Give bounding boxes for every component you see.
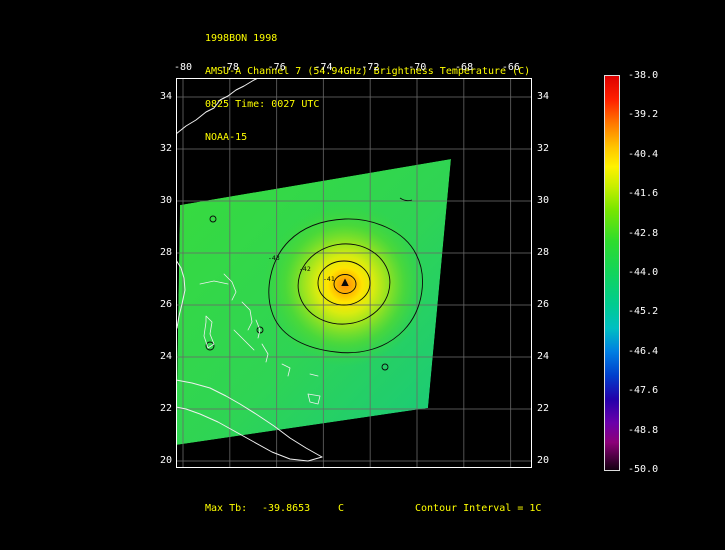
lon-tick-label: -70 xyxy=(408,62,427,73)
lat-tick-label: 26 xyxy=(159,299,172,310)
contour-label: -42 xyxy=(299,265,311,273)
colorbar-labels: -38.0 -39.2 -40.4 -41.6 -42.8 -44.0 -45.… xyxy=(628,70,658,476)
coastline-cuba-north xyxy=(176,379,323,458)
coastlines xyxy=(176,78,323,462)
lat-tick-label: 30 xyxy=(159,195,172,206)
max-tb-label: Max Tb: xyxy=(205,503,248,514)
lat-tick-label: 32 xyxy=(537,143,550,154)
lat-tick-label: 22 xyxy=(159,403,172,414)
colorbar-tick-label: -40.4 xyxy=(628,148,659,160)
colorbar-tick-label: -46.4 xyxy=(628,345,659,357)
lat-tick-label: 30 xyxy=(537,195,550,206)
lat-tick-label: 20 xyxy=(159,455,172,466)
longitude-axis-labels: -80 -78 -76 -74 -72 -70 -68 -66 xyxy=(168,62,526,73)
product-title: AMSU-A Channel 7 (54.94GHz) Brightness T… xyxy=(205,66,531,77)
lon-tick-label: -74 xyxy=(314,62,333,73)
colorbar-tick-label: -47.6 xyxy=(628,385,659,397)
lat-tick-label: 20 xyxy=(537,455,550,466)
max-tb-unit: C xyxy=(338,503,345,514)
lon-tick-label: -78 xyxy=(220,62,239,73)
coastline-florida xyxy=(176,259,186,329)
contour-lines xyxy=(205,197,423,371)
latitude-axis-labels-right: 34 32 30 28 26 24 22 20 xyxy=(537,91,563,467)
coastline-cuba-south xyxy=(176,406,323,462)
contour-label: -43 xyxy=(268,254,280,262)
contour-labels: -43 -42 -41 xyxy=(268,254,335,283)
lat-tick-label: 24 xyxy=(159,351,172,362)
lat-tick-label: 34 xyxy=(537,91,550,102)
colorbar-tick-label: -41.6 xyxy=(628,188,659,200)
coastline-bahamas xyxy=(199,273,321,405)
lon-tick-label: -76 xyxy=(267,62,286,73)
colorbar-tick-label: -48.8 xyxy=(628,424,659,436)
satellite-swath xyxy=(176,159,451,445)
colorbar-tick-label: -38.0 xyxy=(628,70,659,81)
lon-tick-label: -72 xyxy=(361,62,380,73)
colorbar-tick-label: -45.2 xyxy=(628,306,659,318)
colorbar-tick-label: -42.8 xyxy=(628,227,659,239)
lon-tick-label: -66 xyxy=(501,62,520,73)
max-tb-value: -39.8653 xyxy=(262,503,311,514)
contour-interval-label: Contour Interval = 1C xyxy=(415,503,542,514)
lon-tick-label: -80 xyxy=(173,62,193,73)
lat-tick-label: 28 xyxy=(159,247,172,258)
plot-frame xyxy=(176,78,532,468)
colorbar-gradient xyxy=(604,75,620,471)
lat-tick-label: 32 xyxy=(159,143,172,154)
colorbar-tick-label: -44.0 xyxy=(628,266,659,278)
storm-center-marker xyxy=(341,278,349,286)
contour-label: -41 xyxy=(323,275,335,283)
storm-id-label: 1998BON 1998 xyxy=(205,33,278,44)
warm-core-anomaly xyxy=(176,159,451,445)
lat-tick-label: 28 xyxy=(537,247,550,258)
colorbar-tick-label: -50.0 xyxy=(628,463,659,475)
lat-tick-label: 24 xyxy=(537,351,550,362)
grid-lines xyxy=(176,78,532,468)
coastline-us-southeast xyxy=(176,78,259,135)
latitude-axis-labels-left: 34 32 30 28 26 24 22 20 xyxy=(146,91,172,467)
map-plot: -43 -42 -41 xyxy=(176,78,532,468)
lat-tick-label: 26 xyxy=(537,299,550,310)
satellite-label: NOAA-15 xyxy=(205,132,248,143)
colorbar-tick-label: -39.2 xyxy=(628,109,659,121)
lat-tick-label: 22 xyxy=(537,403,550,414)
lon-tick-label: -68 xyxy=(455,62,474,73)
lat-tick-label: 34 xyxy=(159,91,172,102)
